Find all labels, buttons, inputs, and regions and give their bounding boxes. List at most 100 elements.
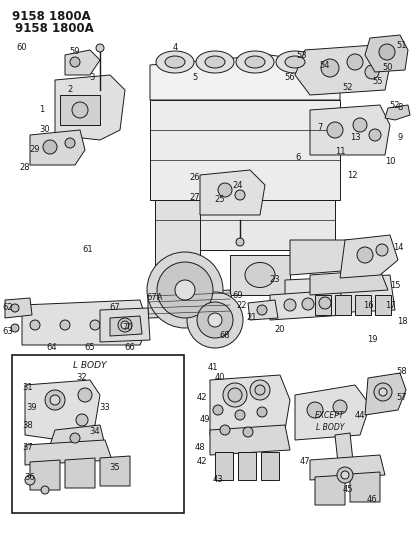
Polygon shape — [110, 316, 142, 336]
Text: 13: 13 — [350, 133, 360, 142]
Text: 31: 31 — [23, 384, 33, 392]
Circle shape — [30, 320, 40, 330]
Polygon shape — [230, 255, 290, 295]
Text: 67A: 67A — [147, 294, 163, 303]
Text: 65: 65 — [85, 343, 95, 352]
Text: 61: 61 — [83, 246, 93, 254]
Polygon shape — [155, 200, 200, 280]
Circle shape — [43, 140, 57, 154]
Text: 53: 53 — [297, 51, 307, 60]
Text: 68: 68 — [219, 330, 231, 340]
Text: 50: 50 — [383, 63, 393, 72]
Text: 15: 15 — [390, 280, 400, 289]
Polygon shape — [65, 50, 100, 75]
Text: 67: 67 — [110, 303, 120, 312]
Circle shape — [11, 304, 19, 312]
Circle shape — [235, 190, 245, 200]
Text: 40: 40 — [215, 374, 225, 383]
Polygon shape — [100, 308, 150, 342]
Text: 33: 33 — [99, 403, 111, 413]
Circle shape — [96, 44, 104, 52]
Circle shape — [307, 402, 323, 418]
Text: 34: 34 — [90, 427, 100, 437]
Text: 1: 1 — [39, 106, 45, 115]
Text: 48: 48 — [195, 443, 206, 453]
Circle shape — [327, 122, 343, 138]
Text: 42: 42 — [197, 457, 207, 466]
Polygon shape — [150, 100, 340, 200]
Text: 52: 52 — [343, 84, 353, 93]
Circle shape — [41, 486, 49, 494]
Text: 47: 47 — [300, 457, 310, 466]
Text: 58: 58 — [397, 367, 407, 376]
Text: 60: 60 — [17, 44, 27, 52]
Circle shape — [302, 298, 314, 310]
Text: 43: 43 — [212, 475, 223, 484]
Circle shape — [257, 407, 267, 417]
Circle shape — [369, 129, 381, 141]
Ellipse shape — [156, 51, 194, 73]
Text: 19: 19 — [367, 335, 377, 344]
Circle shape — [333, 400, 347, 414]
Text: 12: 12 — [347, 171, 357, 180]
Circle shape — [250, 380, 270, 400]
Text: 52: 52 — [390, 101, 400, 109]
Ellipse shape — [236, 51, 274, 73]
Circle shape — [120, 320, 130, 330]
Polygon shape — [310, 455, 385, 480]
Text: 70: 70 — [123, 324, 133, 333]
Polygon shape — [65, 458, 95, 488]
Circle shape — [90, 320, 100, 330]
Polygon shape — [25, 380, 100, 440]
Circle shape — [197, 302, 233, 338]
Text: EXCEPT: EXCEPT — [315, 410, 345, 419]
Polygon shape — [50, 425, 105, 450]
Text: 64: 64 — [47, 343, 57, 352]
Circle shape — [76, 414, 88, 426]
Text: 18: 18 — [397, 318, 407, 327]
Bar — [12, 355, 184, 513]
Ellipse shape — [276, 51, 314, 73]
Polygon shape — [270, 290, 345, 320]
Polygon shape — [248, 300, 278, 320]
Polygon shape — [148, 290, 235, 318]
Circle shape — [379, 388, 387, 396]
Circle shape — [60, 320, 70, 330]
Polygon shape — [385, 105, 410, 120]
Text: 14: 14 — [393, 244, 403, 253]
Polygon shape — [55, 75, 125, 140]
Circle shape — [70, 433, 80, 443]
Polygon shape — [25, 440, 112, 465]
Circle shape — [118, 318, 132, 332]
Text: 30: 30 — [40, 125, 50, 134]
Circle shape — [284, 299, 296, 311]
Text: 35: 35 — [110, 464, 120, 472]
Polygon shape — [285, 275, 395, 315]
Ellipse shape — [165, 56, 185, 68]
Text: 69: 69 — [233, 290, 243, 300]
Text: 22: 22 — [237, 301, 247, 310]
Circle shape — [353, 118, 367, 132]
Ellipse shape — [205, 56, 225, 68]
Ellipse shape — [285, 56, 305, 68]
Circle shape — [374, 383, 392, 401]
Circle shape — [337, 467, 353, 483]
Text: 28: 28 — [20, 164, 30, 173]
Polygon shape — [295, 385, 370, 440]
Circle shape — [208, 313, 222, 327]
Circle shape — [321, 59, 339, 77]
Text: 42: 42 — [197, 393, 207, 402]
Polygon shape — [310, 270, 388, 295]
Polygon shape — [365, 35, 408, 72]
Text: 16: 16 — [363, 301, 373, 310]
Circle shape — [175, 280, 195, 300]
Polygon shape — [335, 295, 351, 315]
Circle shape — [218, 183, 232, 197]
Text: L BODY: L BODY — [316, 424, 344, 432]
Circle shape — [72, 102, 88, 118]
Polygon shape — [22, 300, 148, 345]
Text: 54: 54 — [320, 61, 330, 69]
Text: 39: 39 — [27, 403, 37, 413]
Ellipse shape — [196, 51, 234, 73]
Circle shape — [257, 305, 267, 315]
